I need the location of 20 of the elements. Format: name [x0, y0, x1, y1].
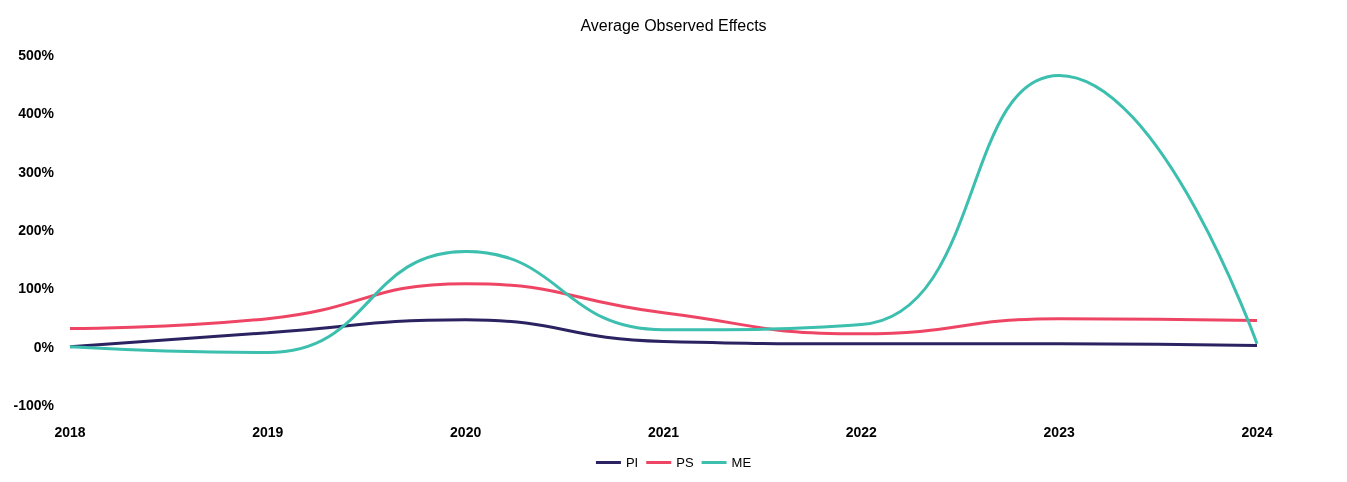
x-tick-label: 2021: [647, 424, 680, 440]
legend-label: ME: [731, 455, 752, 470]
y-tick-label: 0%: [33, 338, 55, 355]
y-tick-label: 100%: [18, 280, 55, 297]
legend-label: PS: [676, 455, 694, 470]
y-tick-label: 500%: [18, 47, 55, 63]
x-tick-label: 2023: [1043, 424, 1075, 440]
x-tick-label: 2018: [54, 424, 86, 440]
line-series: [68, 73, 1259, 354]
x-tick-label: 2022: [845, 424, 878, 440]
line-series: [68, 282, 1259, 336]
x-tick-label: 2024: [1241, 424, 1273, 440]
x-tick-label: 2019: [252, 424, 284, 440]
chart-title: Average Observed Effects: [580, 16, 767, 34]
x-tick-label: 2020: [450, 424, 482, 440]
y-tick-label: -100%: [13, 397, 55, 413]
y-tick-label: 300%: [18, 163, 55, 180]
legend-label: PI: [625, 455, 639, 470]
y-tick-label: 200%: [18, 222, 55, 238]
y-tick-label: 400%: [18, 105, 55, 122]
